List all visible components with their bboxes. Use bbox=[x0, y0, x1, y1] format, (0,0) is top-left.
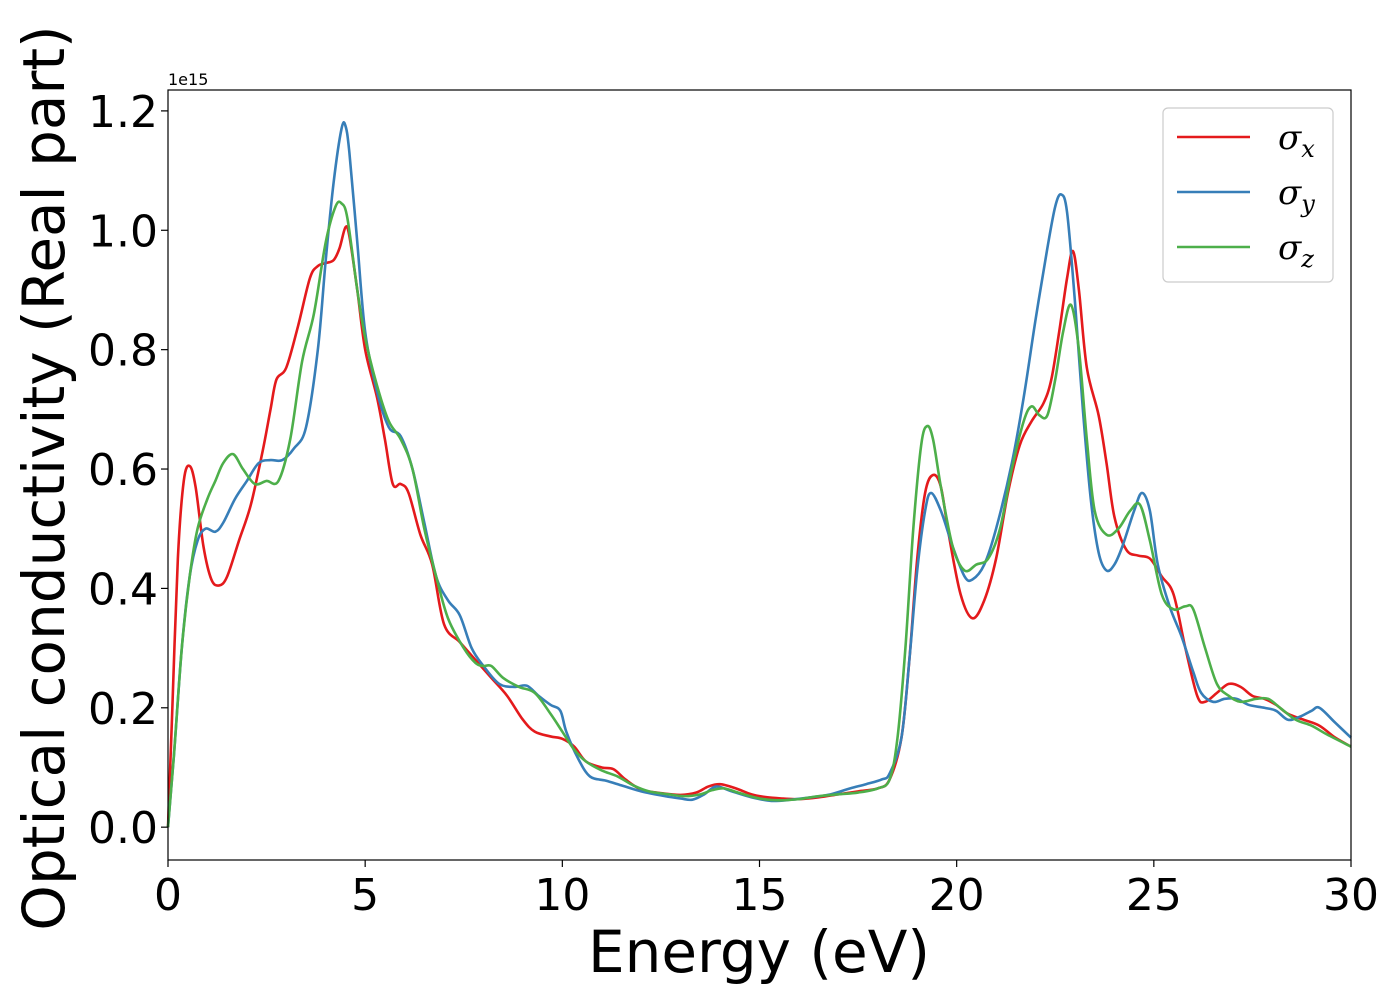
y-tick-label: 1.0 bbox=[88, 206, 158, 257]
x-tick-label: 5 bbox=[351, 870, 379, 921]
y-tick-label: 1.2 bbox=[88, 87, 158, 138]
y-axis: 0.0 0.2 0.4 0.6 0.8 1.0 1.2 bbox=[88, 87, 168, 854]
x-tick-label: 10 bbox=[534, 870, 590, 921]
series-line-z bbox=[166, 200, 1352, 828]
y-tick-label: 0.2 bbox=[88, 684, 158, 735]
series-layer bbox=[166, 120, 1352, 828]
legend-box bbox=[1162, 107, 1334, 283]
x-tick-label: 20 bbox=[929, 870, 985, 921]
y-tick-label: 0.8 bbox=[88, 326, 158, 377]
x-axis-title: Energy (eV) bbox=[588, 918, 930, 986]
x-tick-label: 25 bbox=[1126, 870, 1182, 921]
x-tick-label: 30 bbox=[1323, 870, 1379, 921]
x-axis: 0 5 10 15 20 25 30 bbox=[154, 860, 1379, 921]
y-tick-label: 0.0 bbox=[88, 803, 158, 854]
series-line-x bbox=[166, 225, 1352, 828]
y-axis-title: Optical conductivity (Real part) bbox=[10, 25, 78, 930]
x-tick-label: 0 bbox=[154, 870, 182, 921]
y-tick-label: 0.4 bbox=[88, 564, 158, 615]
y-offset-label: 1e15 bbox=[168, 70, 208, 89]
y-tick-label: 0.6 bbox=[88, 445, 158, 496]
x-tick-label: 15 bbox=[732, 870, 788, 921]
